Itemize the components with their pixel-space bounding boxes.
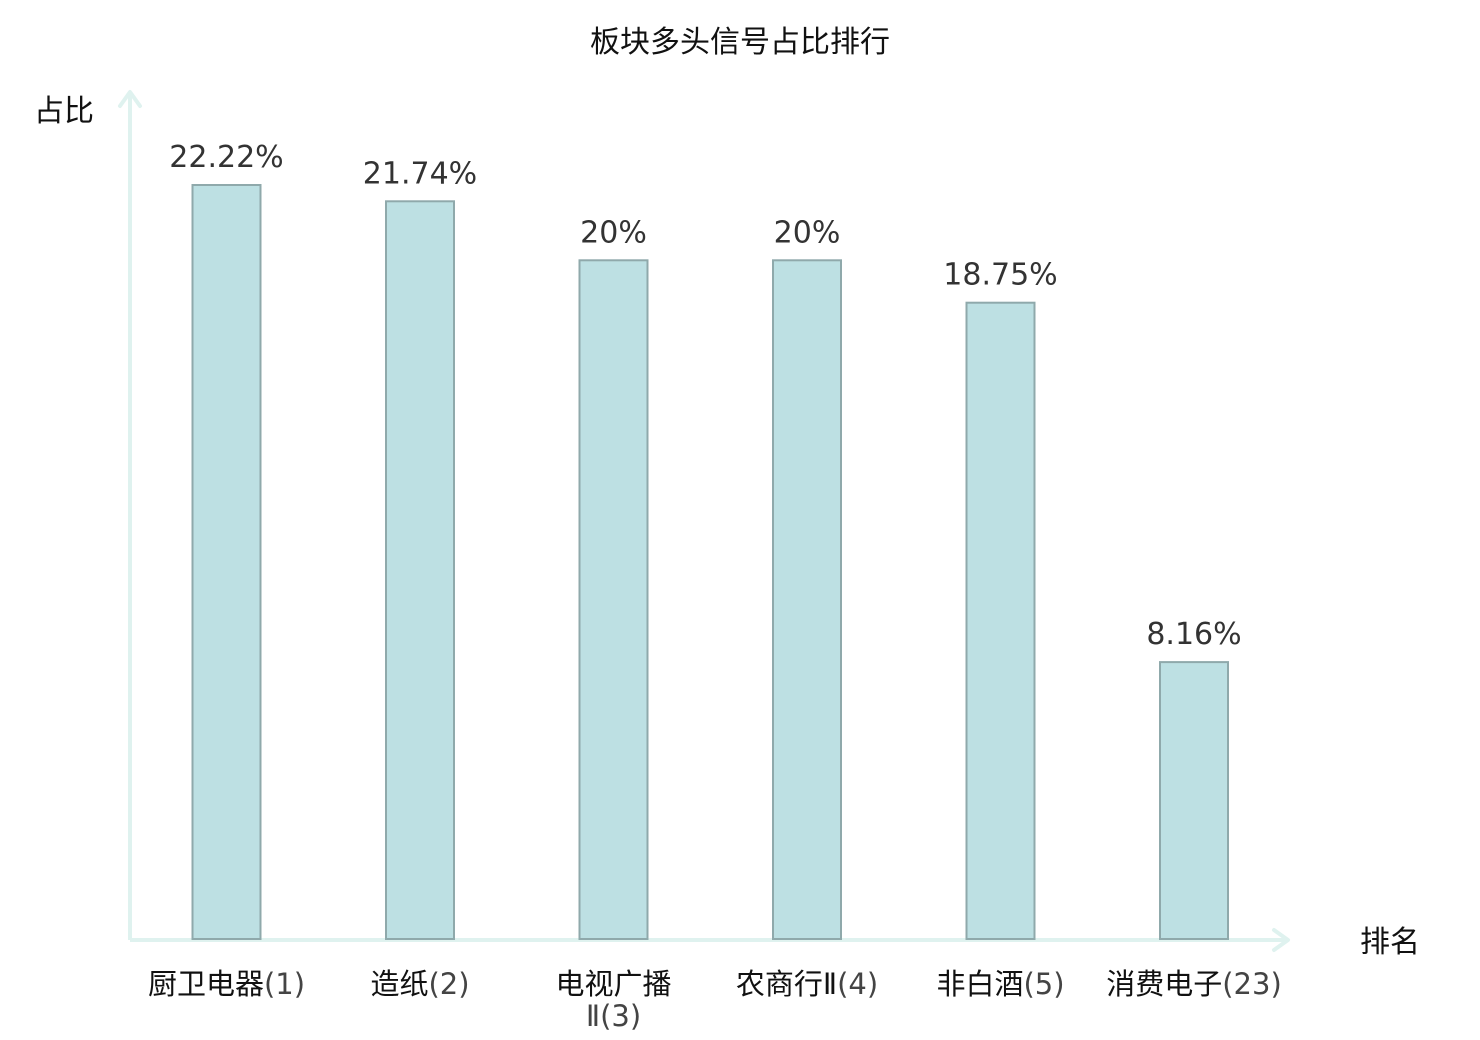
bar xyxy=(578,259,649,940)
bar xyxy=(965,301,1036,940)
category-rank: (5) xyxy=(1023,967,1064,1001)
value-label: 22.22% xyxy=(169,140,283,175)
value-label: 20% xyxy=(580,215,647,250)
category-rank: (2) xyxy=(428,967,469,1001)
category-name: 消费电子 xyxy=(1106,967,1222,1001)
category-name: 非白酒 xyxy=(936,967,1023,1001)
bar xyxy=(191,184,262,940)
category-name: 造纸 xyxy=(370,967,428,1001)
category-label: 非白酒(5) xyxy=(936,967,1064,1001)
category-label: 电视广播 Ⅱ(3) xyxy=(555,967,671,1033)
x-axis-arrow xyxy=(1272,928,1290,952)
category-label: 造纸(2) xyxy=(370,967,469,1001)
category-label: 消费电子(23) xyxy=(1106,967,1282,1001)
category-name: 电视广播 xyxy=(555,967,671,1001)
category-name: 农商行Ⅱ xyxy=(736,967,837,1001)
category-labels-group: 厨卫电器(1) 造纸(2) 电视广播 Ⅱ(3) 农商行Ⅱ(4) 非白酒(5) 消费电子(23… xyxy=(148,967,1282,1033)
bars-group xyxy=(191,184,1229,941)
category-name: 厨卫电器 xyxy=(148,967,264,1001)
value-labels-group: 22.22% 21.74% 20% 20% 18.75% 8.16% xyxy=(169,140,1241,652)
bar xyxy=(1159,661,1229,940)
chart-title: 板块多头信号占比排行 xyxy=(590,25,890,60)
category-name-continued: Ⅱ xyxy=(586,999,600,1033)
category-rank: (4) xyxy=(837,967,878,1001)
value-label: 8.16% xyxy=(1146,617,1241,652)
value-label: 18.75% xyxy=(943,258,1057,293)
value-label: 21.74% xyxy=(363,156,477,191)
category-rank: (1) xyxy=(264,967,305,1001)
category-label: 农商行Ⅱ(4) xyxy=(736,967,878,1001)
bar xyxy=(772,259,842,940)
category-rank: (23) xyxy=(1222,967,1282,1001)
category-rank: (3) xyxy=(600,999,641,1033)
axes xyxy=(118,90,1290,952)
category-label: 厨卫电器(1) xyxy=(148,967,305,1001)
y-axis-label: 占比 xyxy=(34,94,94,129)
bar xyxy=(385,200,455,941)
y-axis-arrow xyxy=(118,90,142,108)
value-label: 20% xyxy=(774,215,841,250)
x-axis-label: 排名 xyxy=(1360,925,1420,960)
